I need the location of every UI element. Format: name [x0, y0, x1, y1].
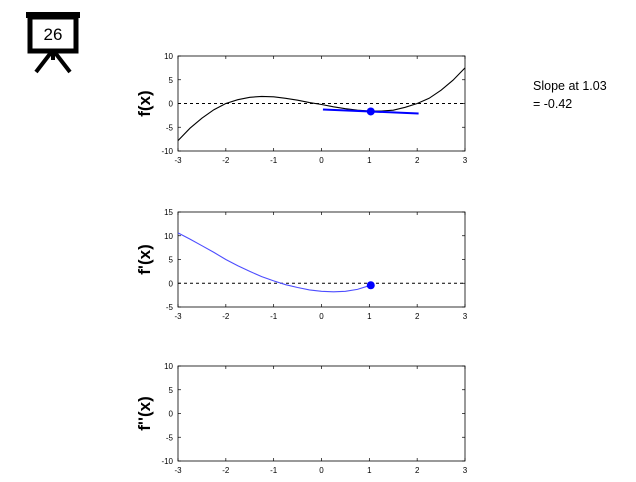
- x-tick-label: 1: [367, 312, 372, 321]
- x-tick-label: -2: [222, 156, 230, 165]
- y-tick-label: 5: [169, 386, 174, 395]
- y-tick-label: -5: [166, 433, 174, 442]
- presentation-board-icon: 26: [26, 12, 80, 74]
- x-tick-label: 3: [463, 312, 468, 321]
- y-tick-label: 0: [169, 279, 174, 288]
- x-tick-label: -1: [270, 312, 278, 321]
- x-tick-label: 2: [415, 312, 420, 321]
- slide-number: 26: [44, 25, 63, 44]
- axes-frame: [177, 211, 466, 308]
- y-tick-label: 0: [169, 410, 174, 419]
- x-tick-label: -3: [174, 466, 182, 475]
- x-tick-label: 0: [319, 466, 324, 475]
- x-tick-label: -2: [222, 312, 230, 321]
- derivative-curve: [177, 232, 371, 293]
- x-tick-label: -2: [222, 466, 230, 475]
- slope-readout-line2: = -0.42: [533, 97, 573, 111]
- y-axis-label: f'(x): [135, 244, 154, 274]
- x-tick-label: 1: [367, 466, 372, 475]
- x-tick-label: 2: [415, 466, 420, 475]
- y-tick-label: 15: [164, 208, 173, 217]
- slope-readout: Slope at 1.03 = -0.42: [533, 77, 607, 113]
- y-tick-label: -10: [161, 457, 173, 466]
- x-tick-label: -1: [270, 156, 278, 165]
- y-tick-label: 10: [164, 232, 173, 241]
- y-tick-label: -10: [161, 147, 173, 156]
- y-axis-label: f''(x): [135, 396, 154, 431]
- y-tick-label: -5: [166, 303, 174, 312]
- x-tick-label: -1: [270, 466, 278, 475]
- y-axis-label: f(x): [135, 90, 154, 116]
- x-tick-label: 1: [367, 156, 372, 165]
- y-tick-label: -5: [166, 123, 174, 132]
- x-tick-label: 0: [319, 312, 324, 321]
- axes-frame: [177, 365, 466, 462]
- x-tick-label: 2: [415, 156, 420, 165]
- f-curve: [177, 67, 466, 141]
- x-tick-label: -3: [174, 156, 182, 165]
- x-tick-label: 3: [463, 466, 468, 475]
- y-tick-label: 5: [169, 76, 174, 85]
- fprime-panel: -3 -2 -1 0 1 2 3 15 10 5 0 -5 f'(x): [135, 208, 468, 321]
- y-tick-label: 10: [164, 52, 173, 61]
- y-tick-label: 0: [169, 100, 174, 109]
- point-marker: [366, 281, 375, 290]
- y-tick-label: 10: [164, 362, 173, 371]
- point-marker: [366, 107, 375, 116]
- x-tick-label: 3: [463, 156, 468, 165]
- x-tick-label: -3: [174, 312, 182, 321]
- x-tick-label: 0: [319, 156, 324, 165]
- slope-readout-line1: Slope at 1.03: [533, 79, 607, 93]
- y-tick-label: 5: [169, 256, 174, 265]
